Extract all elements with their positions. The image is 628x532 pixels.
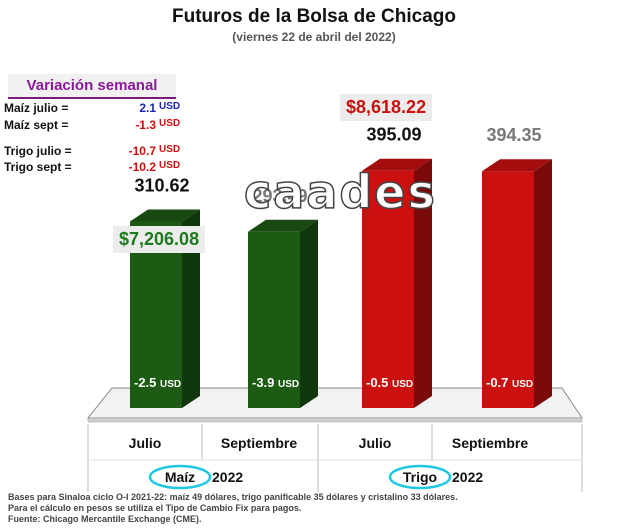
variation-unit: USD (159, 144, 181, 155)
variation-unit: USD (159, 101, 181, 112)
footer-line-exchange: Para el cálculo en pesos se utiliza el T… (8, 503, 302, 513)
bar-side (182, 209, 200, 408)
variation-row: Maíz sept = -1.3 USD (4, 118, 180, 132)
weekly-variation-title: Variación semanal (8, 74, 176, 99)
variation-value: -1.3 (135, 118, 156, 132)
bar-side (300, 219, 318, 408)
weekly-variation-panel: Variación semanal (8, 74, 188, 99)
variation-value: -10.7 (128, 144, 156, 158)
page-subtitle: (viernes 22 de abril del 2022) (232, 30, 396, 44)
bar-front (482, 171, 534, 408)
footer-notes: Bases para Sinaloa ciclo O-I 2021-22: ma… (8, 492, 458, 525)
group-highlight-ellipse (148, 464, 212, 490)
maiz-price: $7,206.08 (119, 229, 200, 249)
variation-label: Maíz julio = (4, 101, 69, 115)
bar-front (362, 170, 414, 408)
chart-floor (86, 387, 583, 423)
floor-edge (87, 417, 583, 423)
category-tick-label: Julio (359, 435, 392, 451)
bar-value-label: 293.49 (252, 186, 307, 206)
category-tick-label: Julio (129, 435, 162, 451)
bar-change-label: -0.7 USD (486, 375, 533, 390)
bar-side (534, 159, 552, 408)
bar-value-label: 394.35 (486, 125, 541, 145)
group-name-label: Maíz (165, 469, 195, 485)
trigo-price-box: $8,618.22 (340, 94, 433, 121)
bar-value-label: 310.62 (134, 175, 189, 195)
category-axis: Julio Septiembre Julio Septiembre Maíz 2022 Tr… (87, 424, 583, 492)
footer-line-source: Fuente: Chicago Mercantile Exchange (CME… (8, 514, 202, 524)
variation-label: Trigo julio = (4, 144, 72, 158)
bar-front (248, 231, 300, 408)
bar-value-label: 395.09 (366, 125, 421, 145)
trigo-price: $8,618.22 (346, 97, 427, 117)
page-title: Futuros de la Bolsa de Chicago (172, 6, 456, 27)
category-tick-label: Septiembre (221, 435, 297, 451)
group-name-label: Trigo (403, 469, 437, 485)
group-year-label: 2022 (212, 469, 243, 485)
bar-top (130, 209, 200, 222)
group-highlight-ellipse (388, 464, 452, 490)
maiz-price-box: $7,206.08 (113, 226, 206, 253)
bar-top (482, 159, 552, 172)
bar-top (362, 158, 432, 171)
variation-row: Maíz julio = 2.1 USD (4, 101, 180, 115)
variation-value: 2.1 (139, 101, 156, 115)
caades-watermark: caades (243, 164, 437, 220)
bar-change-label: -2.5 USD (134, 375, 181, 390)
variation-label: Maíz sept = (4, 118, 69, 132)
bar-change-label: -0.5 USD (366, 375, 413, 390)
variation-row: Trigo sept = -10.2 USD (4, 160, 180, 174)
variation-unit: USD (159, 160, 181, 171)
footer-line-bases: Bases para Sinaloa ciclo O-I 2021-22: ma… (8, 492, 458, 502)
variation-unit: USD (159, 118, 181, 129)
variation-value: -10.2 (128, 160, 156, 174)
variation-row: Trigo julio = -10.7 USD (4, 144, 180, 158)
bar-side (414, 158, 432, 408)
variation-label: Trigo sept = (4, 160, 72, 174)
group-year-label: 2022 (452, 469, 483, 485)
bar-change-label: -3.9 USD (252, 375, 299, 390)
bar-top (248, 219, 318, 232)
category-tick-label: Septiembre (452, 435, 528, 451)
bars-layer: 310.62 -2.5 USD 293.49 -3.9 USD 395.09 -0.5 U… (130, 125, 552, 408)
